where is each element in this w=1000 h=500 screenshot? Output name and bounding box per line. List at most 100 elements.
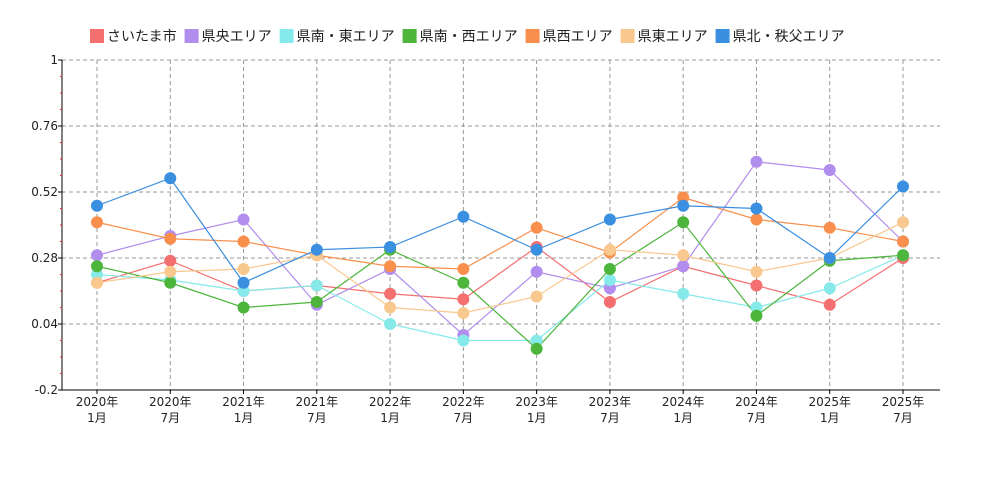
data-point (530, 221, 543, 234)
legend-label: さいたま市 (107, 28, 177, 45)
x-tick-year: 2021年 (296, 395, 339, 409)
data-point (823, 252, 836, 264)
data-point (384, 287, 397, 300)
data-point (603, 274, 616, 286)
legend-swatch (620, 29, 635, 43)
x-tick-label: 2024年 7月 (735, 395, 778, 425)
data-point (310, 243, 323, 256)
y-tick-label: 0.04 (31, 317, 58, 331)
legend-swatch (402, 29, 417, 43)
data-point (603, 263, 616, 275)
x-tick-year: 2023年 (589, 395, 632, 409)
y-tick-label: 0.52 (31, 185, 58, 199)
data-point (530, 265, 543, 278)
data-point (384, 241, 397, 253)
x-tick-month: 1月 (380, 411, 400, 425)
series-line (96, 161, 904, 336)
data-point (91, 249, 103, 262)
x-tick-label: 2020年 7月 (149, 395, 192, 425)
data-point (237, 213, 250, 226)
grid (62, 59, 940, 390)
data-point (310, 279, 323, 292)
data-point (457, 276, 470, 289)
x-tick-year: 2024年 (735, 395, 778, 409)
x-tick-year: 2023年 (515, 395, 558, 409)
data-point (237, 235, 250, 248)
data-point (897, 235, 909, 248)
data-point (91, 260, 103, 273)
x-tick-year: 2022年 (369, 395, 412, 409)
legend-label: 県北・秩父エリア (733, 29, 845, 45)
data-point (384, 318, 397, 330)
legend-swatch (525, 29, 540, 43)
data-point (750, 279, 763, 292)
legend-label: 県央エリア (202, 29, 272, 45)
x-tick-month: 1月 (527, 411, 547, 425)
data-point (823, 221, 836, 234)
data-point (677, 287, 690, 300)
x-tick-label: 2023年 7月 (589, 395, 632, 425)
x-tick-label: 2023年 1月 (515, 395, 558, 425)
x-tick-label: 2025年 7月 (882, 395, 925, 425)
data-point (237, 285, 250, 297)
data-point (164, 276, 177, 289)
data-point (457, 293, 470, 306)
series-line (96, 221, 904, 314)
data-point (91, 216, 103, 229)
y-tick-label: 0.28 (31, 251, 58, 265)
data-point (897, 249, 909, 262)
data-point (530, 243, 543, 256)
x-tick-label: 2022年 7月 (442, 395, 485, 425)
data-point (750, 213, 763, 226)
data-point (310, 296, 323, 308)
x-tick-label: 2020年 1月 (76, 395, 119, 425)
data-point (750, 309, 763, 322)
x-tick-label: 2021年 7月 (296, 395, 339, 425)
data-point (457, 334, 470, 347)
x-tick-month: 7月 (893, 411, 913, 425)
y-axis-ticks: -0.2 0.04 0.28 0.52 0.76 1 (31, 53, 62, 397)
data-point (164, 254, 177, 267)
legend: さいたま市 県央エリア 県南・東エリア 県南・西エリア 県西エリア 県東エリア 県北・秩父エ… (90, 28, 845, 45)
x-tick-month: 7月 (747, 411, 767, 425)
data-point (603, 243, 616, 256)
data-point (677, 216, 690, 229)
series-points (91, 155, 909, 355)
data-point (530, 342, 543, 355)
data-point (164, 172, 177, 185)
x-tick-year: 2025年 (808, 395, 851, 409)
data-point (677, 260, 690, 273)
x-tick-label: 2024年 1月 (662, 395, 705, 425)
data-point (91, 199, 103, 212)
data-point (603, 213, 616, 226)
x-axis-ticks: 2020年 1月 2020年 7月 2021年 1月 2021年 7月 2022年 1月 2022年… (76, 390, 925, 425)
legend-label: 県南・東エリア (297, 29, 395, 45)
x-tick-month: 1月 (87, 411, 107, 425)
data-point (91, 276, 103, 289)
legend-swatch (715, 29, 730, 43)
legend-swatch (279, 29, 294, 43)
x-tick-month: 7月 (600, 411, 620, 425)
x-tick-month: 7月 (160, 411, 180, 425)
x-tick-month: 1月 (234, 411, 254, 425)
data-point (897, 180, 909, 193)
data-point (897, 216, 909, 229)
data-point (91, 268, 103, 281)
data-point (603, 296, 616, 308)
y-tick-label: 0.76 (31, 119, 58, 133)
data-point (237, 276, 250, 289)
data-point (457, 210, 470, 223)
x-tick-month: 1月 (673, 411, 693, 425)
data-point (823, 282, 836, 295)
legend-label: 県東エリア (638, 29, 708, 45)
series-lines (96, 161, 904, 350)
data-point (164, 265, 177, 278)
data-point (457, 307, 470, 319)
data-point (603, 282, 616, 295)
y-tick-label: -0.2 (35, 383, 58, 397)
data-point (457, 263, 470, 275)
legend-swatch (90, 29, 104, 43)
x-tick-label: 2025年 1月 (808, 395, 851, 425)
x-tick-year: 2020年 (76, 395, 119, 409)
